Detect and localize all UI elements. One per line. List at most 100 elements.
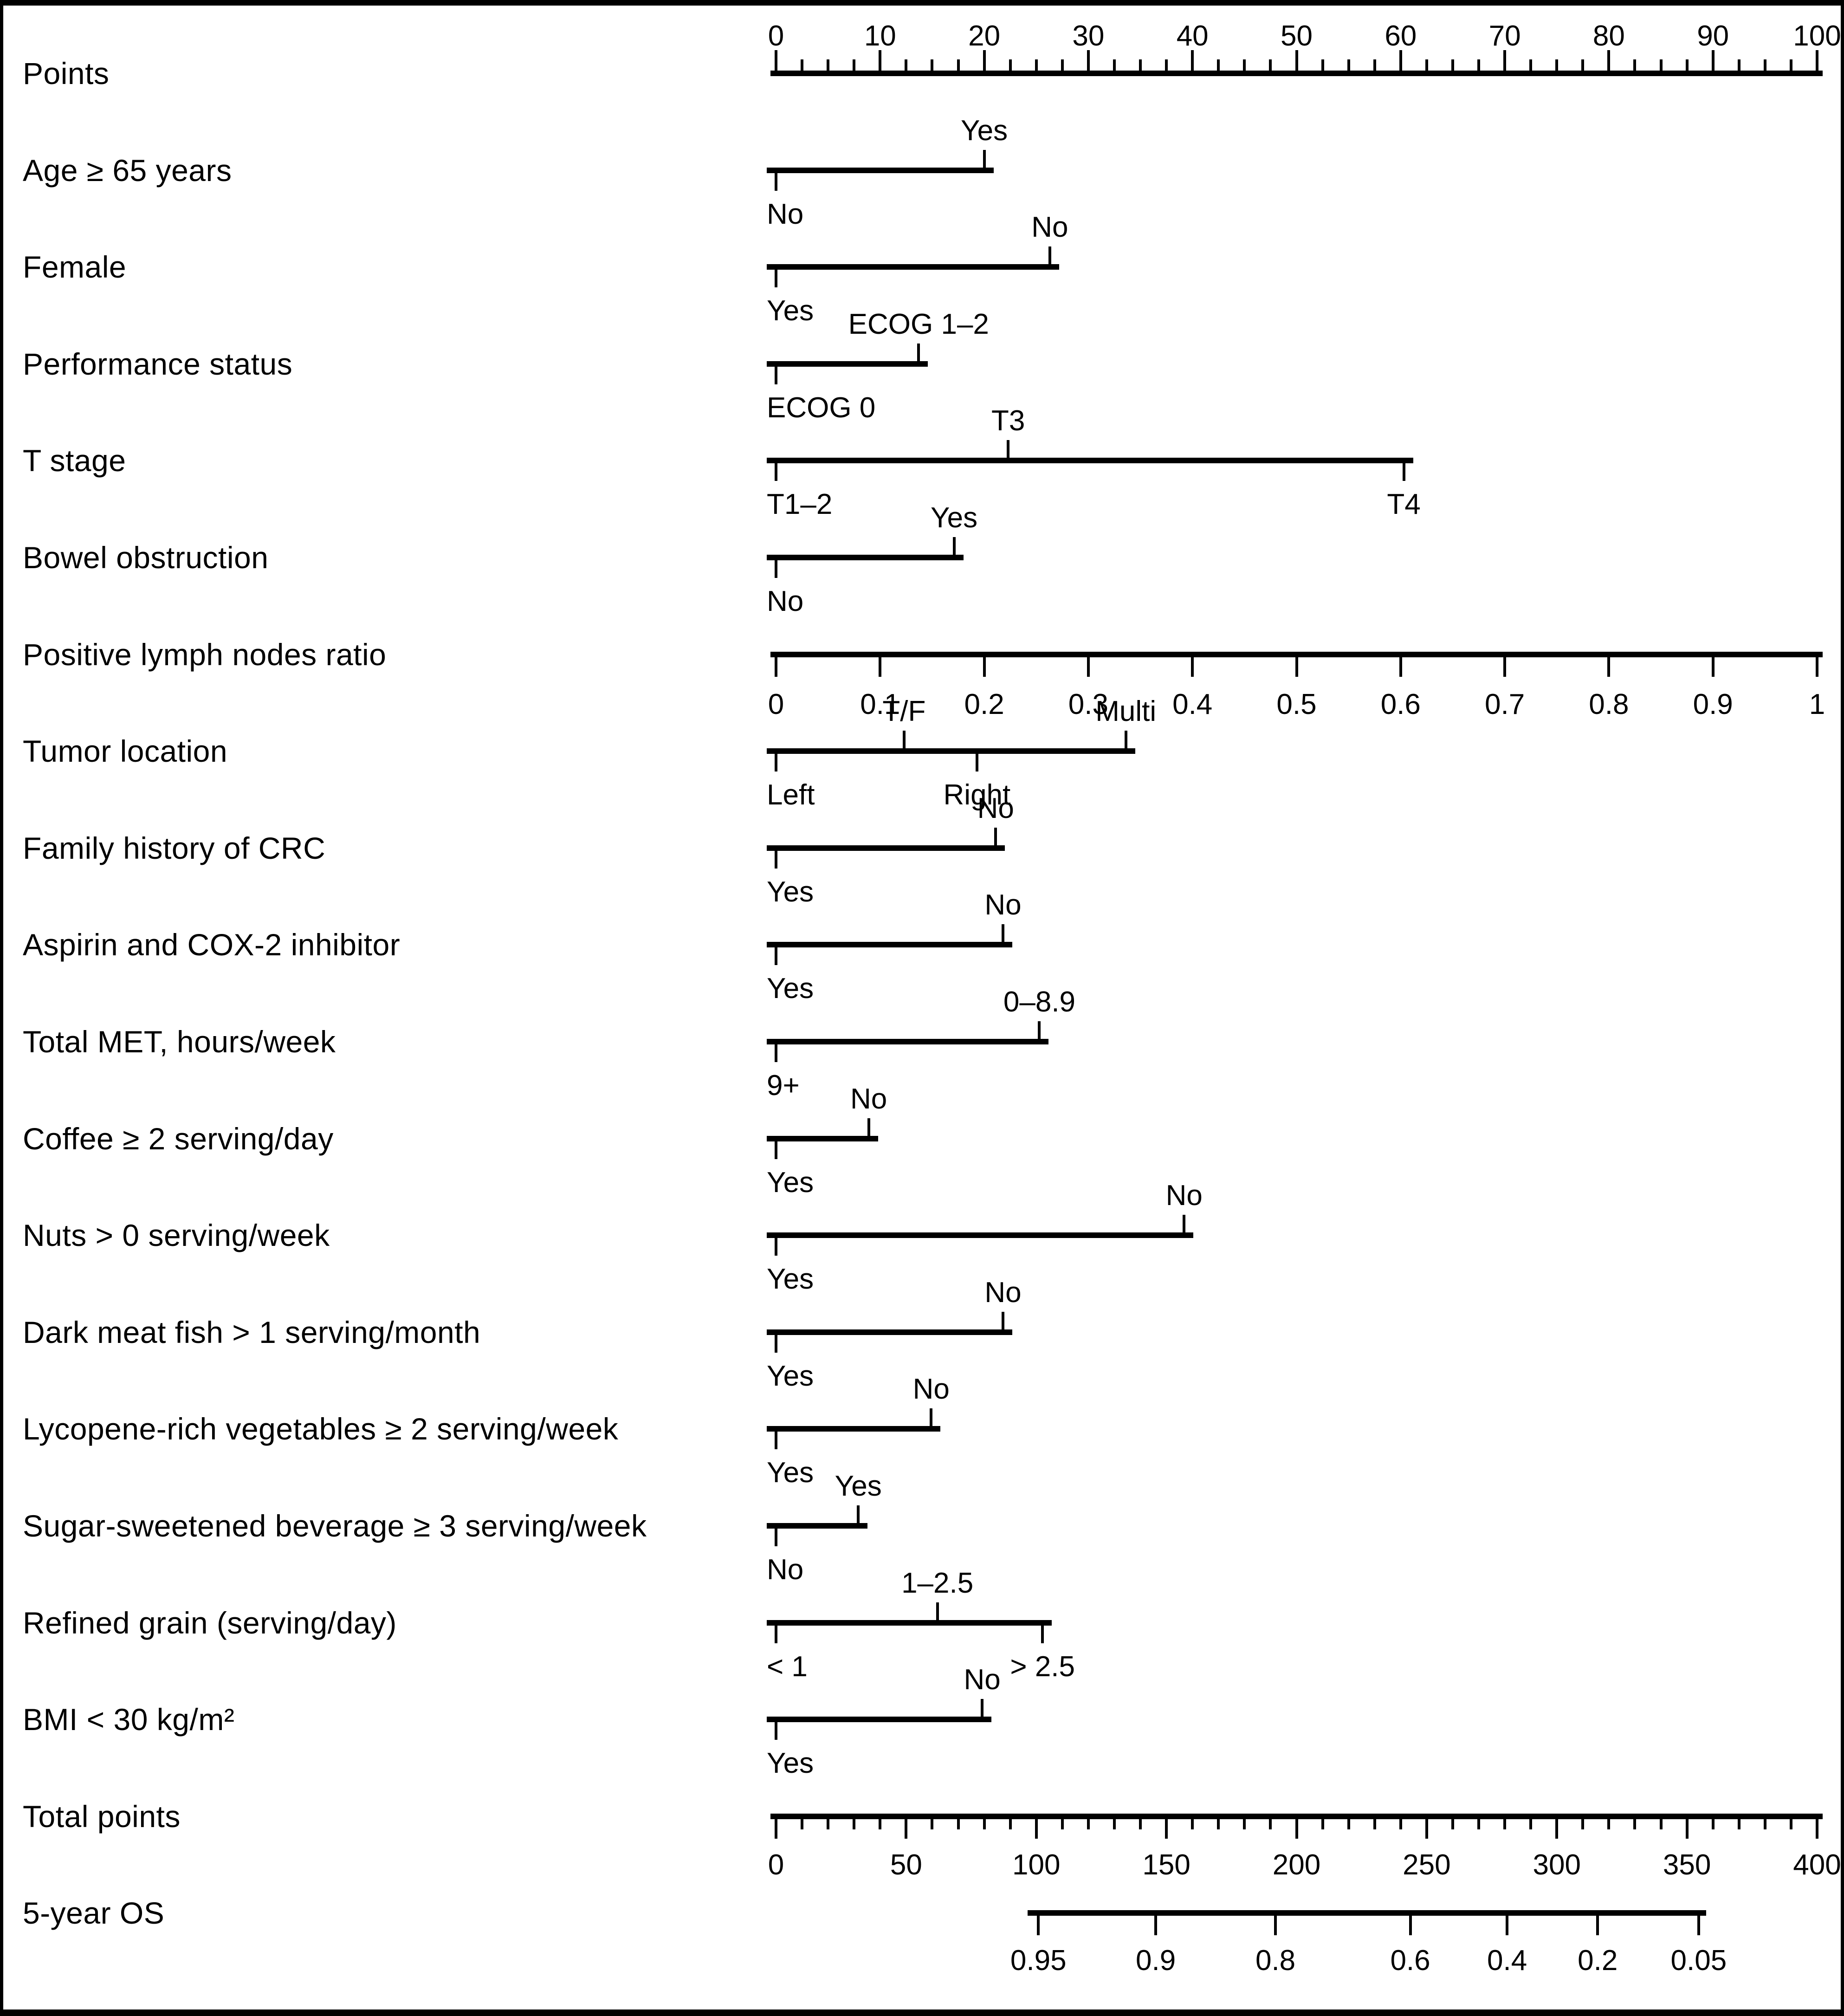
total-points-axis-tick — [1061, 1814, 1064, 1829]
ratio-axis-tick — [1191, 652, 1194, 677]
predictor-line — [767, 1232, 1194, 1238]
option-label-below: > 2.5 — [1010, 1650, 1075, 1683]
predictor-line — [767, 1717, 992, 1723]
predictor-tick — [775, 846, 777, 869]
row-label-15: Sugar-sweetened beverage ≥ 3 serving/wee… — [23, 1509, 647, 1543]
points-axis-tick — [1295, 50, 1298, 71]
total-points-axis-tick — [1529, 1814, 1533, 1829]
ratio-axis-tick — [1816, 652, 1818, 677]
predictor-tick — [775, 1136, 777, 1159]
predictor-tick — [867, 1118, 870, 1141]
predictor-tick — [936, 1602, 939, 1625]
points-axis-tick — [1685, 59, 1689, 71]
predictor-line — [767, 1329, 1012, 1335]
row-label-3: Performance status — [23, 346, 293, 381]
total-points-axis-tick — [1477, 1814, 1481, 1829]
points-axis-tick-label: 100 — [1793, 20, 1841, 52]
option-label-below: Left — [767, 779, 815, 811]
predictor-tick — [1007, 440, 1010, 463]
predictor-line — [767, 167, 994, 173]
points-axis-tick — [1451, 59, 1454, 71]
points-axis-tick — [1269, 59, 1272, 71]
predictor-tick — [775, 1233, 777, 1256]
predictor-tick — [975, 749, 978, 772]
total-points-axis-tick — [1581, 1814, 1585, 1829]
row-label-5: Bowel obstruction — [23, 540, 269, 575]
option-label-below: Yes — [767, 1747, 814, 1780]
total-points-axis-tick — [1373, 1814, 1376, 1829]
points-axis-tick — [1347, 59, 1350, 71]
option-label-above: T3 — [991, 405, 1025, 437]
option-label-below: T4 — [1387, 488, 1421, 521]
total-points-axis-tick — [1607, 1814, 1611, 1829]
points-axis-tick — [1061, 59, 1064, 71]
points-axis-tick — [1087, 50, 1090, 71]
total-points-tick-label: 250 — [1403, 1848, 1451, 1881]
total-points-axis-tick — [1347, 1814, 1350, 1829]
points-axis-tick — [879, 50, 882, 71]
predictor-tick — [775, 362, 777, 384]
predictor-line — [767, 1039, 1049, 1044]
points-axis-tick — [1737, 59, 1740, 71]
predictor-tick — [857, 1505, 860, 1528]
points-axis-tick — [1373, 59, 1376, 71]
ratio-axis-tick-label: 1 — [1809, 688, 1825, 720]
points-axis-tick-label: 0 — [768, 20, 784, 52]
predictor-line — [767, 458, 1413, 464]
row-label-17: BMI < 30 kg/m² — [23, 1702, 235, 1737]
points-axis-tick-label: 70 — [1488, 20, 1521, 52]
ratio-axis-tick — [1295, 652, 1298, 677]
option-label-above: No — [984, 889, 1022, 921]
predictor-tick — [917, 343, 920, 366]
points-axis-tick — [1035, 59, 1038, 71]
total-points-axis-tick — [1711, 1814, 1715, 1829]
points-axis-tick — [1529, 59, 1533, 71]
option-label-below: 9+ — [767, 1070, 800, 1102]
option-label-below: Yes — [767, 1360, 814, 1392]
predictor-tick — [775, 265, 777, 288]
total-points-axis-tick — [1685, 1814, 1689, 1839]
points-axis-tick — [1217, 59, 1220, 71]
total-points-axis-tick — [801, 1814, 804, 1829]
points-axis-tick — [1763, 59, 1766, 71]
ratio-axis-tick-label: 0.9 — [1693, 688, 1733, 720]
predictor-tick — [1041, 1621, 1044, 1643]
points-axis-tick — [1191, 50, 1194, 71]
ratio-axis-tick-label: 0.8 — [1589, 688, 1629, 720]
total-points-axis-tick — [1633, 1814, 1637, 1829]
total-points-axis-tick — [1789, 1814, 1792, 1829]
total-points-axis-tick — [1113, 1814, 1116, 1829]
option-label-below: T1–2 — [767, 488, 833, 521]
predictor-tick — [775, 1427, 777, 1450]
total-points-axis-tick — [983, 1814, 986, 1829]
points-axis-tick-label: 80 — [1592, 20, 1625, 52]
points-axis-tick-label: 60 — [1385, 20, 1417, 52]
os-axis-tick — [1154, 1911, 1158, 1936]
predictor-tick — [775, 1040, 777, 1062]
row-label-7: Tumor location — [23, 734, 228, 769]
points-axis-tick-label: 90 — [1697, 20, 1729, 52]
os-axis-line — [1027, 1910, 1706, 1916]
option-label-above: T/F — [882, 695, 926, 728]
points-axis-tick — [1165, 59, 1168, 71]
os-axis-tick-label: 0.95 — [1010, 1945, 1067, 1977]
predictor-line — [767, 264, 1059, 270]
option-label-below: Yes — [767, 972, 814, 1005]
predictor-tick — [1001, 924, 1004, 947]
os-axis-tick — [1596, 1911, 1599, 1936]
points-axis-tick-label: 50 — [1281, 20, 1313, 52]
row-label-4: T stage — [23, 443, 126, 478]
option-label-above: No — [850, 1083, 887, 1115]
total-points-tick-label: 350 — [1663, 1848, 1711, 1881]
points-axis-tick-label: 20 — [968, 20, 1001, 52]
total-points-axis-tick — [1243, 1814, 1246, 1829]
points-axis-tick-label: 10 — [864, 20, 896, 52]
option-label-above: Multi — [1095, 695, 1157, 728]
points-axis-tick — [1503, 50, 1507, 71]
total-points-axis-tick — [1269, 1814, 1272, 1829]
total-points-axis-tick — [1087, 1814, 1090, 1829]
total-points-axis-tick — [1425, 1814, 1428, 1839]
total-points-axis-tick — [957, 1814, 960, 1829]
predictor-tick — [775, 943, 777, 966]
os-axis-tick-label: 0.8 — [1255, 1945, 1296, 1977]
